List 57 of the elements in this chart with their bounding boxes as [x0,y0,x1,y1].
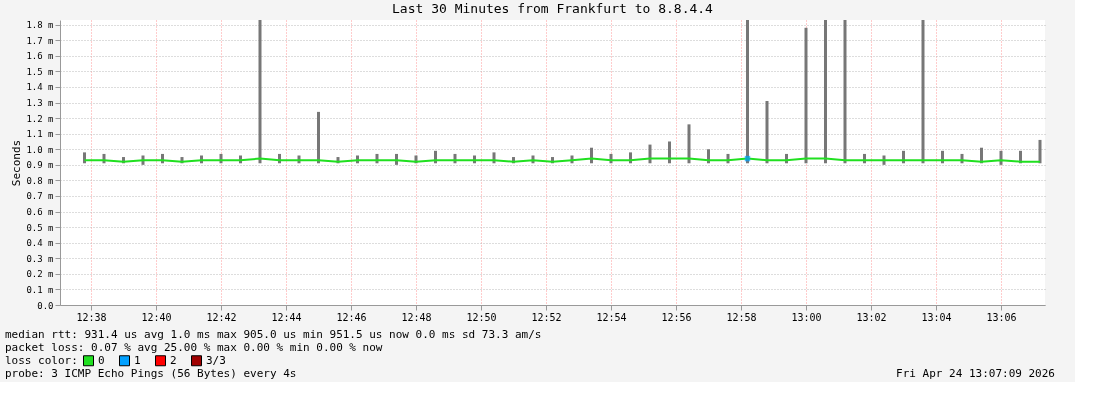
y-tick-label: 0.4 m [26,238,54,249]
y-tick-label: 0.2 m [26,269,54,280]
x-tick-label: 13:04 [921,311,952,323]
x-tick-label: 13:06 [986,311,1017,323]
bar [83,152,86,164]
bar [687,124,691,164]
y-tick-label: 0.5 m [26,222,54,233]
text: Fri Apr 24 13:07:09 2026 [896,367,1055,380]
y-tick-label: 1.4 m [26,82,54,93]
x-tick-label: 12:50 [466,311,497,323]
chart-title: Last 30 Minutes from Frankfurt to 8.8.4.4 [392,1,714,16]
x-tick-label: 12:56 [661,311,692,323]
x-tick-label: 12:52 [531,311,562,323]
bar [317,111,320,164]
y-tick-label: 0.8 m [26,175,54,186]
y-tick-label: 1.2 m [26,113,54,124]
y-tick-label: 0.7 m [26,191,54,202]
bar [746,20,749,164]
y-tick-label: 1.3 m [26,98,54,109]
y-tick-label: 1.8 m [26,20,54,31]
y-tick-label: 1.1 m [26,129,54,140]
y-tick-label: 1.6 m [26,51,54,62]
y-tick-label: 1.7 m [26,35,54,46]
bar [824,20,827,164]
y-tick-label: 0.1 m [26,284,54,295]
x-tick-label: 13:00 [791,311,822,323]
y-tick-label: 0.9 m [26,160,54,171]
text: probe: 3 ICMP Echo Pings (56 Bytes) every 4s [5,367,297,380]
x-tick-label: 12:54 [596,311,627,323]
y-axis-title: Seconds [10,139,24,187]
x-tick-label: 12:44 [271,311,302,323]
bar [921,20,925,164]
x-tick-label: 12:40 [141,311,172,323]
bar [1038,139,1042,164]
x-tick-label: 12:58 [726,311,757,323]
bar [668,141,671,164]
text: median rtt: 931.4 us avg 1.0 ms max 905.0 us min 951.5 us now 0.0 ms sd 73.3 am/s [5,328,542,341]
legend-label: 1 [134,353,141,367]
x-tick-label: 12:48 [401,311,432,323]
x-tick-label: 12:38 [76,311,107,323]
legend-label: 0 [98,353,105,367]
bar [258,20,262,164]
legend-title: loss color: [5,354,78,367]
bar [843,20,847,164]
x-tick-label: 12:46 [336,311,367,323]
y-tick-label: 0.0 [37,300,54,311]
y-tick-label: 1.0 m [26,144,54,155]
y-tick-label: 0.6 m [26,207,54,218]
legend-label: 3/3 [206,353,226,367]
y-tick-label: 1.5 m [26,66,54,77]
y-tick-label: 0.3 m [26,253,54,264]
bar [804,27,808,164]
legend-label: 2 [170,353,177,367]
text: packet loss: 0.07 % avg 25.00 % max 0.00 % min 0.00 % now [5,341,383,354]
bar [765,100,769,164]
x-tick-label: 12:42 [206,311,237,323]
x-tick-label: 13:02 [856,311,887,323]
